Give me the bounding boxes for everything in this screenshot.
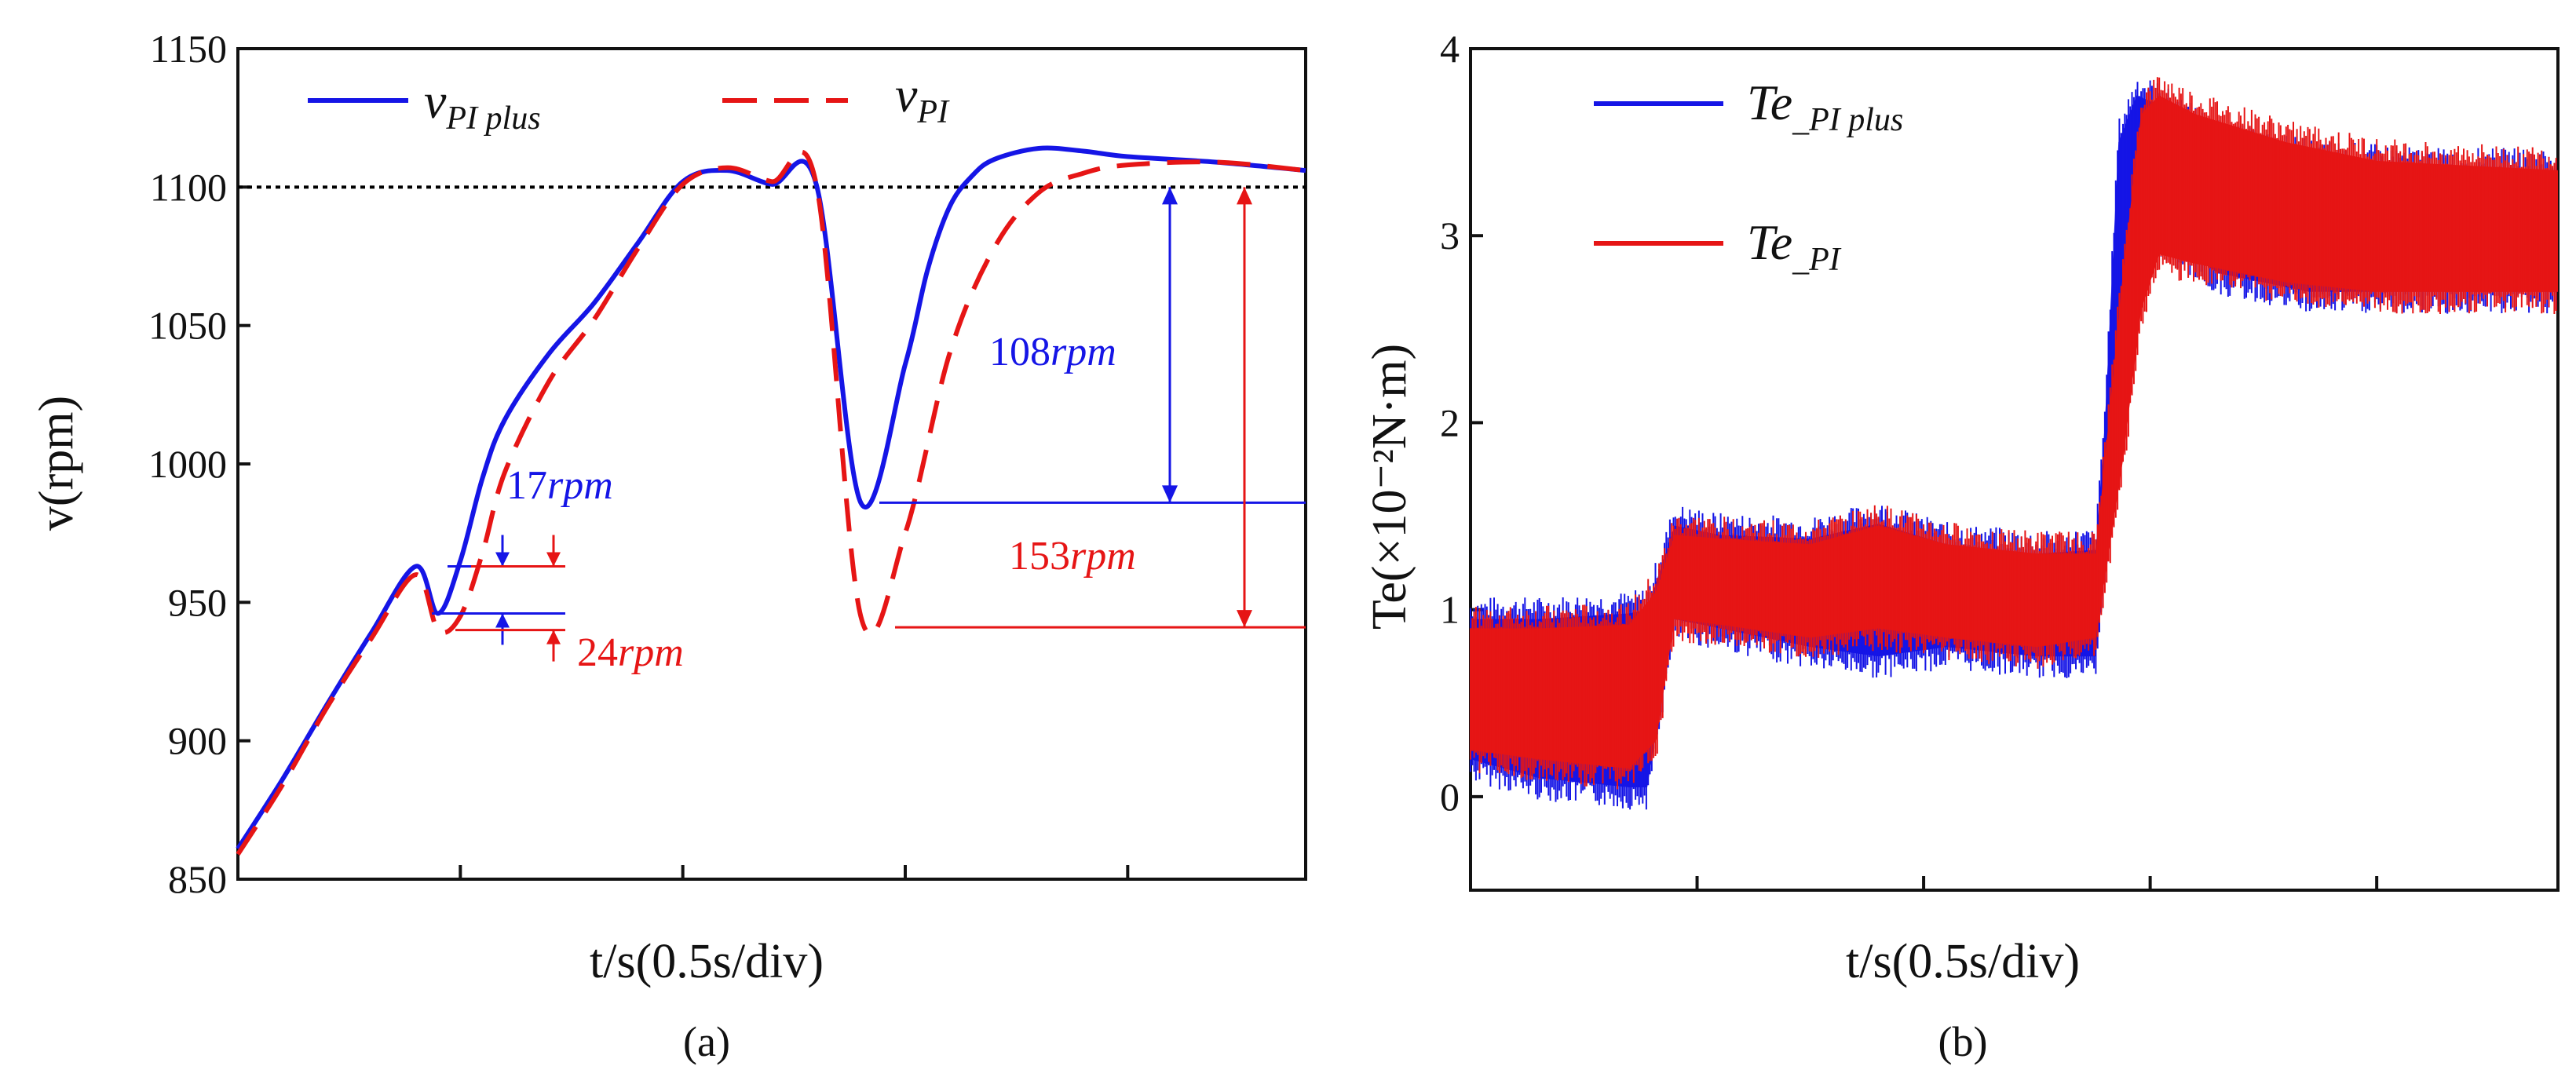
chart-a-y-ticks: 850 900 950 1000 1050 1100 1150 xyxy=(148,27,250,901)
annotation-label: 108rpm xyxy=(989,330,1116,374)
y-tick-label: 3 xyxy=(1440,214,1460,257)
chart-b-legend: Te_PI plus Te_PI xyxy=(1594,75,1903,278)
series-line-1 xyxy=(236,149,1306,856)
chart-a-plot-area xyxy=(236,145,1306,856)
y-tick-label: 850 xyxy=(168,857,227,901)
y-tick-label: 1100 xyxy=(150,165,227,209)
y-tick-label: 950 xyxy=(168,580,227,624)
chart-b-ylabel: Te(×10⁻²N·m) xyxy=(1363,344,1416,630)
annotation-label: 24rpm xyxy=(577,630,684,675)
y-tick-label: 1150 xyxy=(150,27,227,71)
legend-b-pi-label: Te_PI xyxy=(1747,214,1842,278)
panel-a-label: (a) xyxy=(683,1018,730,1065)
y-tick-label: 4 xyxy=(1440,27,1460,71)
annotation-label: 17rpm xyxy=(506,463,613,508)
chart-b-plot-frame xyxy=(1469,47,2560,892)
legend-a-plus-label: vPI plus xyxy=(424,73,541,137)
annotation-arrowhead xyxy=(546,630,561,644)
chart-b-xlabel: t/s(0.5s/div) xyxy=(1846,935,2080,988)
legend-a-pi-label: vPI xyxy=(895,67,950,130)
annotation-arrowhead xyxy=(1162,187,1178,205)
chart-b-y-ticks: 0 1 2 3 4 xyxy=(1440,27,1483,819)
annotation-arrowhead xyxy=(495,613,510,628)
annotation-label: 153rpm xyxy=(1009,534,1136,579)
annotation-arrowhead xyxy=(1162,485,1178,503)
series-line-0 xyxy=(236,145,1306,850)
chart-a-legend: vPI plus vPI xyxy=(308,67,950,137)
annotation-arrowhead xyxy=(1237,187,1252,205)
y-tick-label: 900 xyxy=(168,719,227,763)
chart-b: 0 1 2 3 4 Te_PI plus Te_PI Te(×10⁻²N·m) t/s(… xyxy=(1363,27,2560,1065)
chart-b-x-ticks xyxy=(1695,876,2379,890)
chart-b-plot-area xyxy=(1470,77,2558,810)
chart-a-annotations: 17rpm 24rpm 108rpm 153rpm xyxy=(432,187,1306,675)
annotation-108rpm: 108rpm xyxy=(879,187,1306,504)
chart-a-ylabel: v(rpm) xyxy=(30,396,83,531)
legend-b-plus-label: Te_PI plus xyxy=(1747,75,1903,138)
chart-a: 850 900 950 1000 1050 1100 1150 17rpm 24rpm 108r… xyxy=(30,27,1307,1065)
panel-b-label: (b) xyxy=(1938,1018,1988,1065)
annotation-24rpm: 24rpm xyxy=(455,535,684,675)
chart-a-xlabel: t/s(0.5s/div) xyxy=(590,935,824,988)
y-tick-label: 0 xyxy=(1440,775,1460,819)
y-tick-label: 1050 xyxy=(148,304,227,348)
annotation-arrowhead xyxy=(546,552,561,567)
y-tick-label: 1000 xyxy=(148,442,227,486)
annotation-153rpm: 153rpm xyxy=(895,187,1306,629)
annotation-arrowhead xyxy=(1237,610,1252,628)
y-tick-label: 2 xyxy=(1440,400,1460,444)
chart-a-x-ticks xyxy=(459,865,1130,879)
y-tick-label: 1 xyxy=(1440,588,1460,632)
annotation-arrowhead xyxy=(495,552,510,567)
series-1-band xyxy=(1470,77,2558,790)
chart-a-plot-frame xyxy=(236,47,1307,881)
band-noise xyxy=(1470,77,2557,790)
